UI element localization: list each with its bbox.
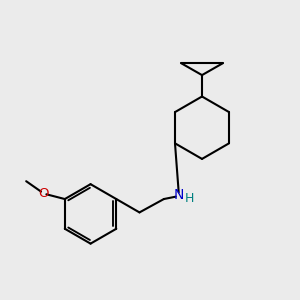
Text: O: O (38, 187, 49, 200)
Text: N: N (173, 188, 184, 202)
Text: H: H (185, 192, 194, 205)
